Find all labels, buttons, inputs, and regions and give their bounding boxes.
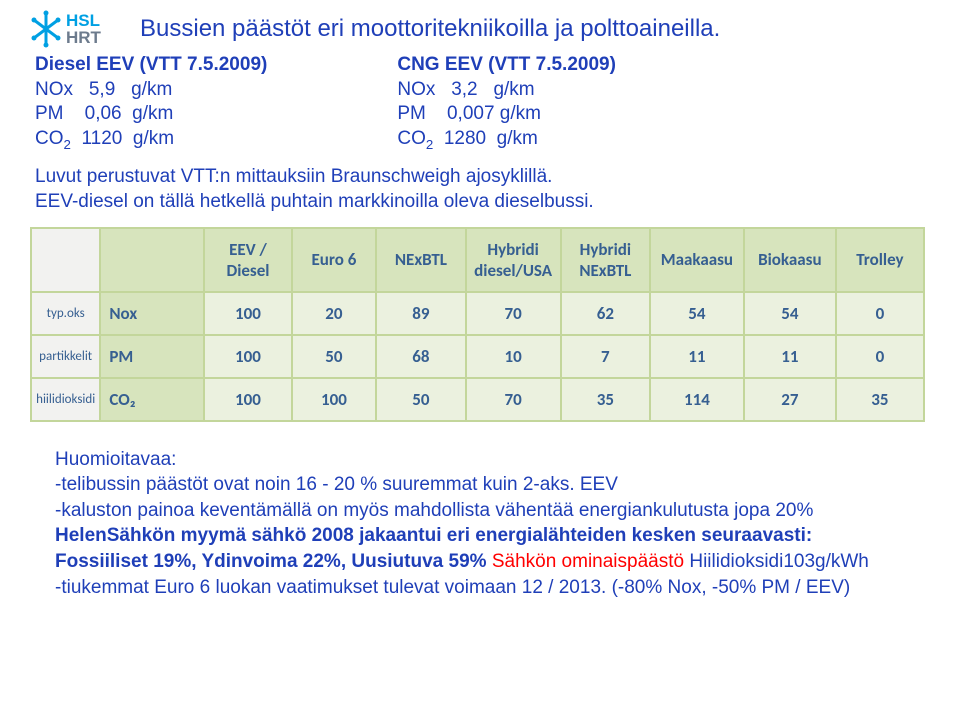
cell-1-7: 0 — [836, 335, 924, 378]
spec-diesel-pm: PM 0,06 g/km — [35, 102, 267, 127]
cell-2-2: 50 — [376, 378, 465, 421]
spec-cng: CNG EEV (VTT 7.5.2009) NOx 3,2 g/km PM 0… — [397, 53, 616, 153]
note-block: Luvut perustuvat VTT:n mittauksiin Braun… — [35, 165, 930, 214]
cell-1-0: 100 — [204, 335, 291, 378]
cell-0-5: 54 — [650, 292, 744, 335]
cell-1-3: 10 — [466, 335, 561, 378]
notice-block: Huomioitavaa: -telibussin päästöt ovat n… — [55, 447, 930, 601]
row-label-2: CO₂ — [100, 378, 204, 421]
table-header-0: EEV / Diesel — [204, 228, 291, 292]
table-header-7: Trolley — [836, 228, 924, 292]
cell-1-1: 50 — [292, 335, 377, 378]
emissions-table: EEV / DieselEuro 6NExBTLHybridi diesel/U… — [30, 227, 925, 422]
cell-0-1: 20 — [292, 292, 377, 335]
cell-2-3: 70 — [466, 378, 561, 421]
table-row: partikkelitPM100506810711110 — [31, 335, 924, 378]
snowflake-icon — [30, 10, 62, 48]
row-hint-2: hiilidioksidi — [31, 378, 100, 421]
cell-0-3: 70 — [466, 292, 561, 335]
spec-diesel-heading: Diesel EEV (VTT 7.5.2009) — [35, 53, 267, 78]
note-line-1: Luvut perustuvat VTT:n mittauksiin Braun… — [35, 165, 930, 190]
spec-cng-pm: PM 0,007 g/km — [397, 102, 616, 127]
logo-text-2: HRT — [66, 29, 101, 46]
table-header-3: Hybridi diesel/USA — [466, 228, 561, 292]
cell-0-6: 54 — [744, 292, 836, 335]
cell-2-4: 35 — [561, 378, 650, 421]
note-line-2: EEV-diesel on tällä hetkellä puhtain mar… — [35, 190, 930, 215]
cell-1-5: 11 — [650, 335, 744, 378]
notice-heading: Huomioitavaa: — [55, 447, 930, 473]
spec-diesel: Diesel EEV (VTT 7.5.2009) NOx 5,9 g/km P… — [35, 53, 267, 153]
row-hint-0: typ.oks — [31, 292, 100, 335]
notice-line-3: HelenSähkön myymä sähkö 2008 jakaantui e… — [55, 523, 930, 549]
table-row: typ.oksNox1002089706254540 — [31, 292, 924, 335]
notice-line-2: -kaluston painoa keventämällä on myös ma… — [55, 498, 930, 524]
table-row: hiilidioksidiCO₂1001005070351142735 — [31, 378, 924, 421]
cell-1-6: 11 — [744, 335, 836, 378]
cell-2-7: 35 — [836, 378, 924, 421]
cell-0-2: 89 — [376, 292, 465, 335]
spec-diesel-co2: CO2 1120 g/km — [35, 127, 267, 153]
table-header-blank — [100, 228, 204, 292]
table-header-6: Biokaasu — [744, 228, 836, 292]
logo: HSL HRT — [30, 10, 110, 48]
table-header-1: Euro 6 — [292, 228, 377, 292]
table-header-5: Maakaasu — [650, 228, 744, 292]
table-corner — [31, 228, 100, 292]
cell-0-4: 62 — [561, 292, 650, 335]
page-title: Bussien päästöt eri moottoritekniikoilla… — [140, 15, 720, 43]
cell-0-0: 100 — [204, 292, 291, 335]
row-hint-1: partikkelit — [31, 335, 100, 378]
spec-diesel-nox: NOx 5,9 g/km — [35, 78, 267, 103]
spec-cng-co2: CO2 1280 g/km — [397, 127, 616, 153]
cell-1-4: 7 — [561, 335, 650, 378]
cell-2-1: 100 — [292, 378, 377, 421]
cell-2-5: 114 — [650, 378, 744, 421]
spec-cng-heading: CNG EEV (VTT 7.5.2009) — [397, 53, 616, 78]
cell-1-2: 68 — [376, 335, 465, 378]
table-header-2: NExBTL — [376, 228, 465, 292]
table-header-4: Hybridi NExBTL — [561, 228, 650, 292]
row-label-1: PM — [100, 335, 204, 378]
row-label-0: Nox — [100, 292, 204, 335]
logo-text-1: HSL — [66, 12, 101, 29]
notice-line-1: -telibussin päästöt ovat noin 16 - 20 % … — [55, 472, 930, 498]
notice-line-5: -tiukemmat Euro 6 luokan vaatimukset tul… — [55, 575, 930, 601]
cell-2-6: 27 — [744, 378, 836, 421]
spec-cng-nox: NOx 3,2 g/km — [397, 78, 616, 103]
cell-2-0: 100 — [204, 378, 291, 421]
cell-0-7: 0 — [836, 292, 924, 335]
notice-line-4: Fossiiliset 19%, Ydinvoima 22%, Uusiutuv… — [55, 549, 930, 575]
